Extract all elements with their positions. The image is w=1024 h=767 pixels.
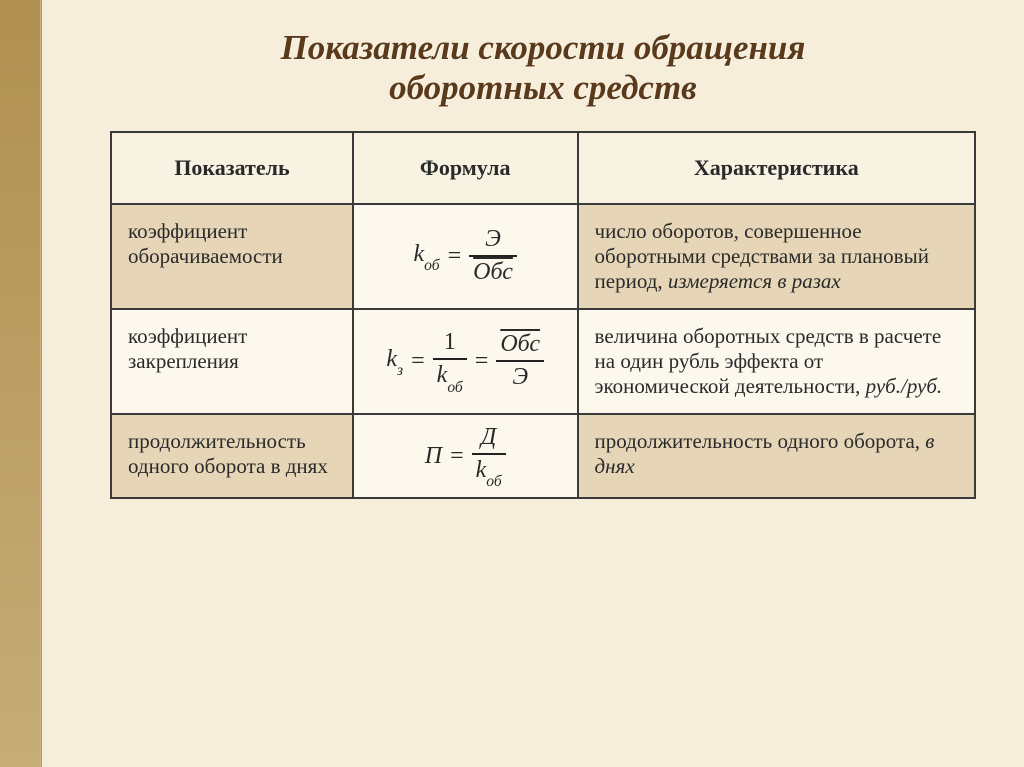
formula-den: Э <box>508 365 532 390</box>
indicator-name: коэффициент оборачиваемости <box>111 204 353 309</box>
formula-den-sym: k <box>437 362 448 388</box>
formula-sub: з <box>397 362 403 379</box>
table-row: продолжительность одного оборота в днях … <box>111 414 975 498</box>
desc-em: руб./руб. <box>866 374 943 398</box>
formula-sym: k <box>414 241 425 267</box>
formula-sub: об <box>424 257 439 274</box>
desc-em: измеряется в разах <box>668 269 841 293</box>
formula-num: 1 <box>440 330 460 355</box>
indicator-desc: продолжительность одного оборота, в днях <box>578 414 975 498</box>
formula-num: Д <box>477 425 500 450</box>
indicator-name: коэффициент закрепления <box>111 309 353 414</box>
table-row: коэффициент оборачиваемости kоб = Э Обс <box>111 204 975 309</box>
indicator-name: продолжительность одного оборота в днях <box>111 414 353 498</box>
formula-den: Обс <box>469 260 517 285</box>
formula-num: Э <box>481 227 505 252</box>
formula-sym: k <box>386 346 397 372</box>
header-characteristic: Характеристика <box>578 132 975 204</box>
table-row: коэффициент закрепления kз = 1 kоб = <box>111 309 975 414</box>
indicator-desc: величина оборотных средств в расчете на … <box>578 309 975 414</box>
title-line-1: Показатели скорости обращения <box>281 28 806 67</box>
desc-text: продолжительность одного оборота, <box>595 429 926 453</box>
formula-duration: П = Д kоб <box>425 425 506 487</box>
formula-sym: П <box>425 444 442 468</box>
formula-turnover-coef: kоб = Э Обс <box>414 227 517 285</box>
formula-den-sub: об <box>486 473 501 490</box>
indicators-table: Показатель Формула Характеристика коэффи… <box>110 131 976 499</box>
formula-cell: kоб = Э Обс <box>353 204 578 309</box>
formula-fixation-coef: kз = 1 kоб = Обс Э <box>386 330 544 392</box>
title-line-2: оборотных средств <box>389 68 697 107</box>
formula-cell: П = Д kоб <box>353 414 578 498</box>
indicator-desc: число оборотов, совершенное оборотными с… <box>578 204 975 309</box>
table-header-row: Показатель Формула Характеристика <box>111 132 975 204</box>
header-formula: Формула <box>353 132 578 204</box>
formula-num: Обс <box>496 332 544 357</box>
header-indicator: Показатель <box>111 132 353 204</box>
formula-cell: kз = 1 kоб = Обс Э <box>353 309 578 414</box>
slide-content: Показатели скорости обращения оборотных … <box>110 28 976 499</box>
formula-den-sub: об <box>447 379 462 396</box>
page-title: Показатели скорости обращения оборотных … <box>110 28 976 109</box>
formula-den-sym: k <box>476 457 487 483</box>
